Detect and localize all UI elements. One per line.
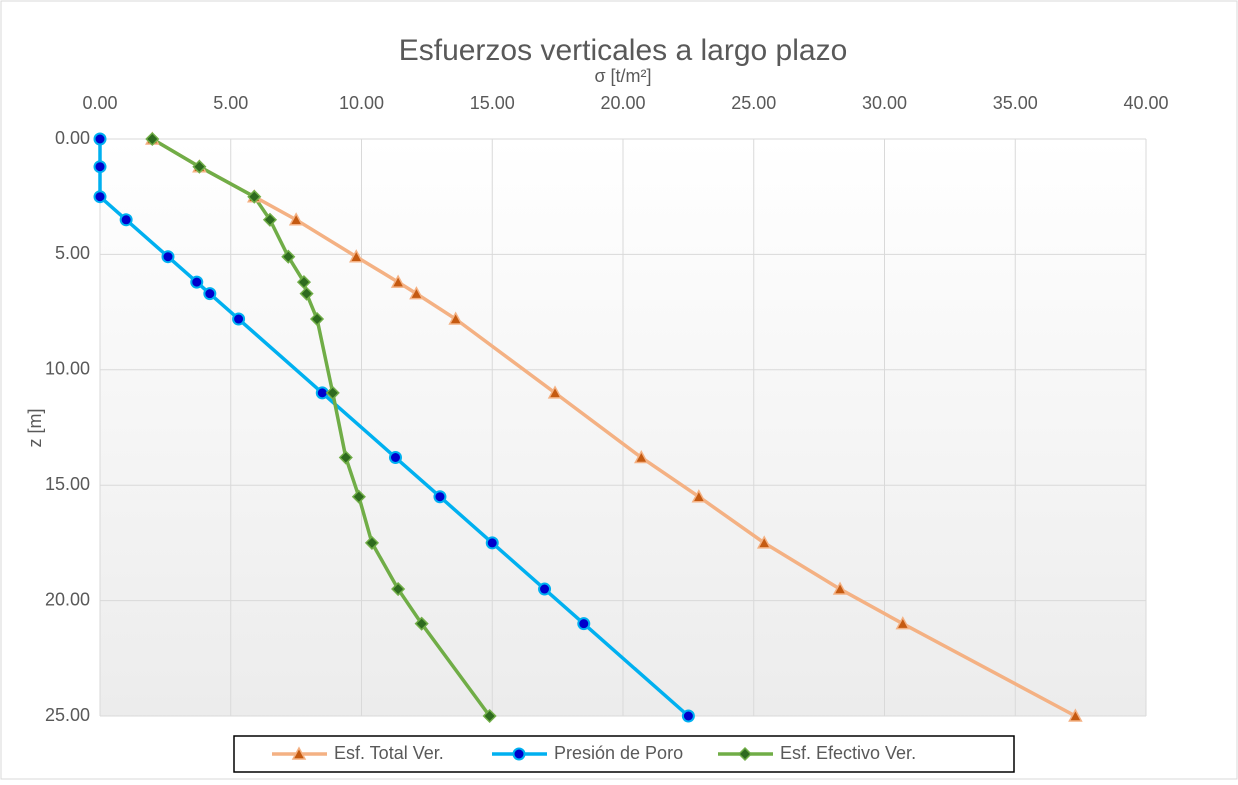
legend-marker: [512, 747, 526, 761]
legend-marker: [737, 746, 753, 762]
legend-box: [233, 735, 1015, 773]
x-axis-label: σ [t/m²]: [594, 66, 651, 86]
point: [1068, 708, 1083, 722]
y-tick-label: 25.00: [45, 705, 90, 725]
point: [390, 274, 406, 288]
y-tick-label: 15.00: [45, 474, 90, 494]
point: [433, 490, 447, 504]
point: [288, 212, 304, 226]
y-tick-label: 0.00: [55, 128, 90, 148]
point: [414, 616, 429, 631]
point: [299, 286, 314, 301]
x-tick-label: 40.00: [1123, 93, 1168, 113]
x-tick-label: 30.00: [862, 93, 907, 113]
point: [145, 131, 160, 147]
point: [262, 212, 278, 227]
point: [349, 249, 364, 263]
point: [93, 190, 107, 204]
point: [119, 213, 133, 227]
point: [391, 581, 406, 597]
point: [538, 582, 552, 596]
x-tick-label: 10.00: [339, 93, 384, 113]
legend-marker: [291, 746, 307, 760]
point: [325, 385, 340, 400]
point: [309, 311, 325, 327]
point: [485, 536, 499, 550]
x-tick-label: 20.00: [600, 93, 645, 113]
chart-title: Esfuerzos verticales a largo plazo: [399, 34, 848, 67]
point: [388, 451, 402, 465]
point: [338, 450, 353, 465]
point: [190, 275, 204, 289]
point: [247, 189, 262, 204]
grid: 0.00 5.00 10.00 15.00 20.00 25.00 30.00 35.00 40…: [45, 93, 1169, 725]
series-points: [93, 131, 1083, 724]
point: [832, 581, 848, 595]
point: [161, 250, 175, 264]
point: [93, 160, 107, 174]
legend-label: Esf. Efectivo Ver.: [780, 743, 916, 763]
point: [296, 275, 312, 290]
point: [634, 449, 649, 464]
point: [691, 489, 707, 503]
point: [577, 617, 591, 631]
point: [681, 709, 695, 723]
legend-label: Presión de Poro: [554, 743, 683, 763]
legend: Esf. Total Ver. Presión de Poro Esf. Efect…: [272, 743, 916, 763]
point: [203, 287, 217, 301]
x-tick-label: 5.00: [213, 93, 248, 113]
x-tick-label: 15.00: [470, 93, 515, 113]
point: [547, 385, 563, 399]
point: [482, 708, 497, 724]
point: [895, 616, 911, 630]
y-axis-label: z [m]: [25, 409, 45, 448]
point: [448, 311, 463, 325]
point: [364, 535, 380, 550]
point: [756, 535, 772, 549]
y-tick-label: 20.00: [45, 589, 90, 609]
point: [232, 312, 246, 326]
point: [192, 159, 207, 174]
point: [409, 286, 424, 300]
x-tick-label: 0.00: [82, 93, 117, 113]
x-tick-label: 35.00: [993, 93, 1038, 113]
x-tick-label: 25.00: [731, 93, 776, 113]
y-tick-label: 5.00: [55, 243, 90, 263]
point: [281, 249, 296, 264]
point: [351, 489, 366, 504]
point: [93, 132, 107, 146]
y-tick-label: 10.00: [45, 359, 90, 379]
legend-label: Esf. Total Ver.: [334, 743, 444, 763]
